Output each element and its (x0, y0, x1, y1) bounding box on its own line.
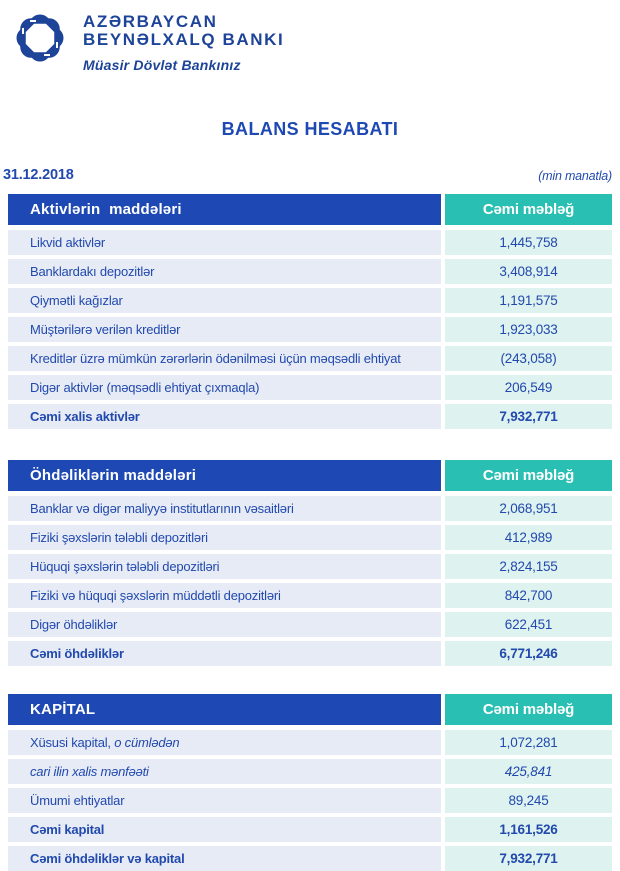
row-value: 7,932,771 (445, 404, 612, 429)
liabilities-table: Öhdəliklərin maddələri Cəmi məbləğ Bankl… (8, 460, 612, 670)
row-label: Hüquqi şəxslərin tələbli depozitləri (8, 554, 441, 579)
row-label: Cəmi kapital (8, 817, 441, 842)
assets-table-header: Aktivlərin maddələri Cəmi məbləğ (8, 194, 612, 225)
row-value: 3,408,914 (445, 259, 612, 284)
table-row: Kreditlər üzrə mümkün zərərlərin ödənilm… (8, 346, 612, 371)
unit-note: (min manatla) (538, 169, 612, 183)
row-value: 842,700 (445, 583, 612, 608)
assets-table: Aktivlərin maddələri Cəmi məbləğ Likvid … (8, 194, 612, 433)
row-value: 206,549 (445, 375, 612, 400)
table-row: Banklardakı depozitlər 3,408,914 (8, 259, 612, 284)
liabilities-table-header: Öhdəliklərin maddələri Cəmi məbləğ (8, 460, 612, 491)
table-row: Müştərilərə verilən kreditlər 1,923,033 (8, 317, 612, 342)
bank-brand-header: AZƏRBAYCAN BEYNƏLXALQ BANKI Müasir Dövlə… (8, 6, 284, 73)
row-value: 1,161,526 (445, 817, 612, 842)
row-label: Fiziki və hüquqi şəxslərin müddətli depo… (8, 583, 441, 608)
row-value: 425,841 (445, 759, 612, 784)
row-label: Cəmi öhdəliklər və kapital (8, 846, 441, 871)
row-label: cari ilin xalis mənfəəti (8, 759, 441, 784)
row-value: 6,771,246 (445, 641, 612, 666)
row-label: Digər aktivlər (məqsədli ehtiyat çıxmaql… (8, 375, 441, 400)
column-header-items: Aktivlərin maddələri (8, 194, 441, 225)
row-label: Likvid aktivlər (8, 230, 441, 255)
row-value: 7,932,771 (445, 846, 612, 871)
row-label: Qiymətli kağızlar (8, 288, 441, 313)
row-value: 1,191,575 (445, 288, 612, 313)
table-row: Fiziki və hüquqi şəxslərin müddətli depo… (8, 583, 612, 608)
row-label: Fiziki şəxslərin tələbli depozitləri (8, 525, 441, 550)
table-row: Digər aktivlər (məqsədli ehtiyat çıxmaql… (8, 375, 612, 400)
row-value: 1,445,758 (445, 230, 612, 255)
table-row: Digər öhdəliklər 622,451 (8, 612, 612, 637)
row-label-italic: o cümlədən (114, 735, 180, 750)
table-total-row: Cəmi kapital 1,161,526 (8, 817, 612, 842)
report-date: 31.12.2018 (3, 167, 74, 183)
row-label: Ümumi ehtiyatlar (8, 788, 441, 813)
bank-name-block: AZƏRBAYCAN BEYNƏLXALQ BANKI Müasir Dövlə… (83, 6, 285, 74)
page-title: BALANS HESABATI (221, 119, 399, 139)
table-row: Fiziki şəxslərin tələbli depozitləri 412… (8, 525, 612, 550)
row-label: Cəmi xalis aktivlər (8, 404, 441, 429)
row-label: Banklardakı depozitlər (8, 259, 441, 284)
column-header-amount: Cəmi məbləğ (445, 460, 612, 491)
column-header-items: Öhdəliklərin maddələri (8, 460, 441, 491)
table-total-row: Cəmi öhdəliklər 6,771,246 (8, 641, 612, 666)
column-header-items: KAPİTAL (8, 694, 441, 725)
table-row: Likvid aktivlər 1,445,758 (8, 230, 612, 255)
row-value: 2,824,155 (445, 554, 612, 579)
row-value: 89,245 (445, 788, 612, 813)
column-header-amount: Cəmi məbləğ (445, 694, 612, 725)
row-label: Banklar və digər maliyyə institutlarının… (8, 496, 441, 521)
table-row: Hüquqi şəxslərin tələbli depozitləri 2,8… (8, 554, 612, 579)
capital-table: KAPİTAL Cəmi məbləğ Xüsusi kapital, o cü… (8, 694, 612, 871)
row-label: Müştərilərə verilən kreditlər (8, 317, 441, 342)
table-total-row: Cəmi xalis aktivlər 7,932,771 (8, 404, 612, 429)
row-value: 2,068,951 (445, 496, 612, 521)
bank-tagline: Müasir Dövlət Bankınız (83, 57, 241, 73)
capital-table-header: KAPİTAL Cəmi məbləğ (8, 694, 612, 725)
table-row: Banklar və digər maliyyə institutlarının… (8, 496, 612, 521)
bank-logo-knot-icon (16, 14, 64, 62)
bank-name-line1: AZƏRBAYCAN (83, 12, 218, 31)
row-label: Digər öhdəliklər (8, 612, 441, 637)
row-value: 1,923,033 (445, 317, 612, 342)
row-label: Xüsusi kapital, o cümlədən (8, 730, 441, 755)
row-value: 1,072,281 (445, 730, 612, 755)
row-value: 622,451 (445, 612, 612, 637)
report-meta-row: 31.12.2018 (min manatla) (3, 167, 612, 183)
table-row: cari ilin xalis mənfəəti 425,841 (8, 759, 612, 784)
row-label: Cəmi öhdəliklər (8, 641, 441, 666)
column-header-amount: Cəmi məbləğ (445, 194, 612, 225)
table-row: Qiymətli kağızlar 1,191,575 (8, 288, 612, 313)
row-label: Kreditlər üzrə mümkün zərərlərin ödənilm… (8, 346, 441, 371)
table-row: Ümumi ehtiyatlar 89,245 (8, 788, 612, 813)
row-label-regular: Xüsusi kapital, (30, 735, 115, 750)
row-value: (243,058) (445, 346, 612, 371)
table-grand-total-row: Cəmi öhdəliklər və kapital 7,932,771 (8, 846, 612, 871)
table-row: Xüsusi kapital, o cümlədən 1,072,281 (8, 730, 612, 755)
bank-name-line2: BEYNƏLXALQ BANKI (83, 30, 285, 49)
row-value: 412,989 (445, 525, 612, 550)
